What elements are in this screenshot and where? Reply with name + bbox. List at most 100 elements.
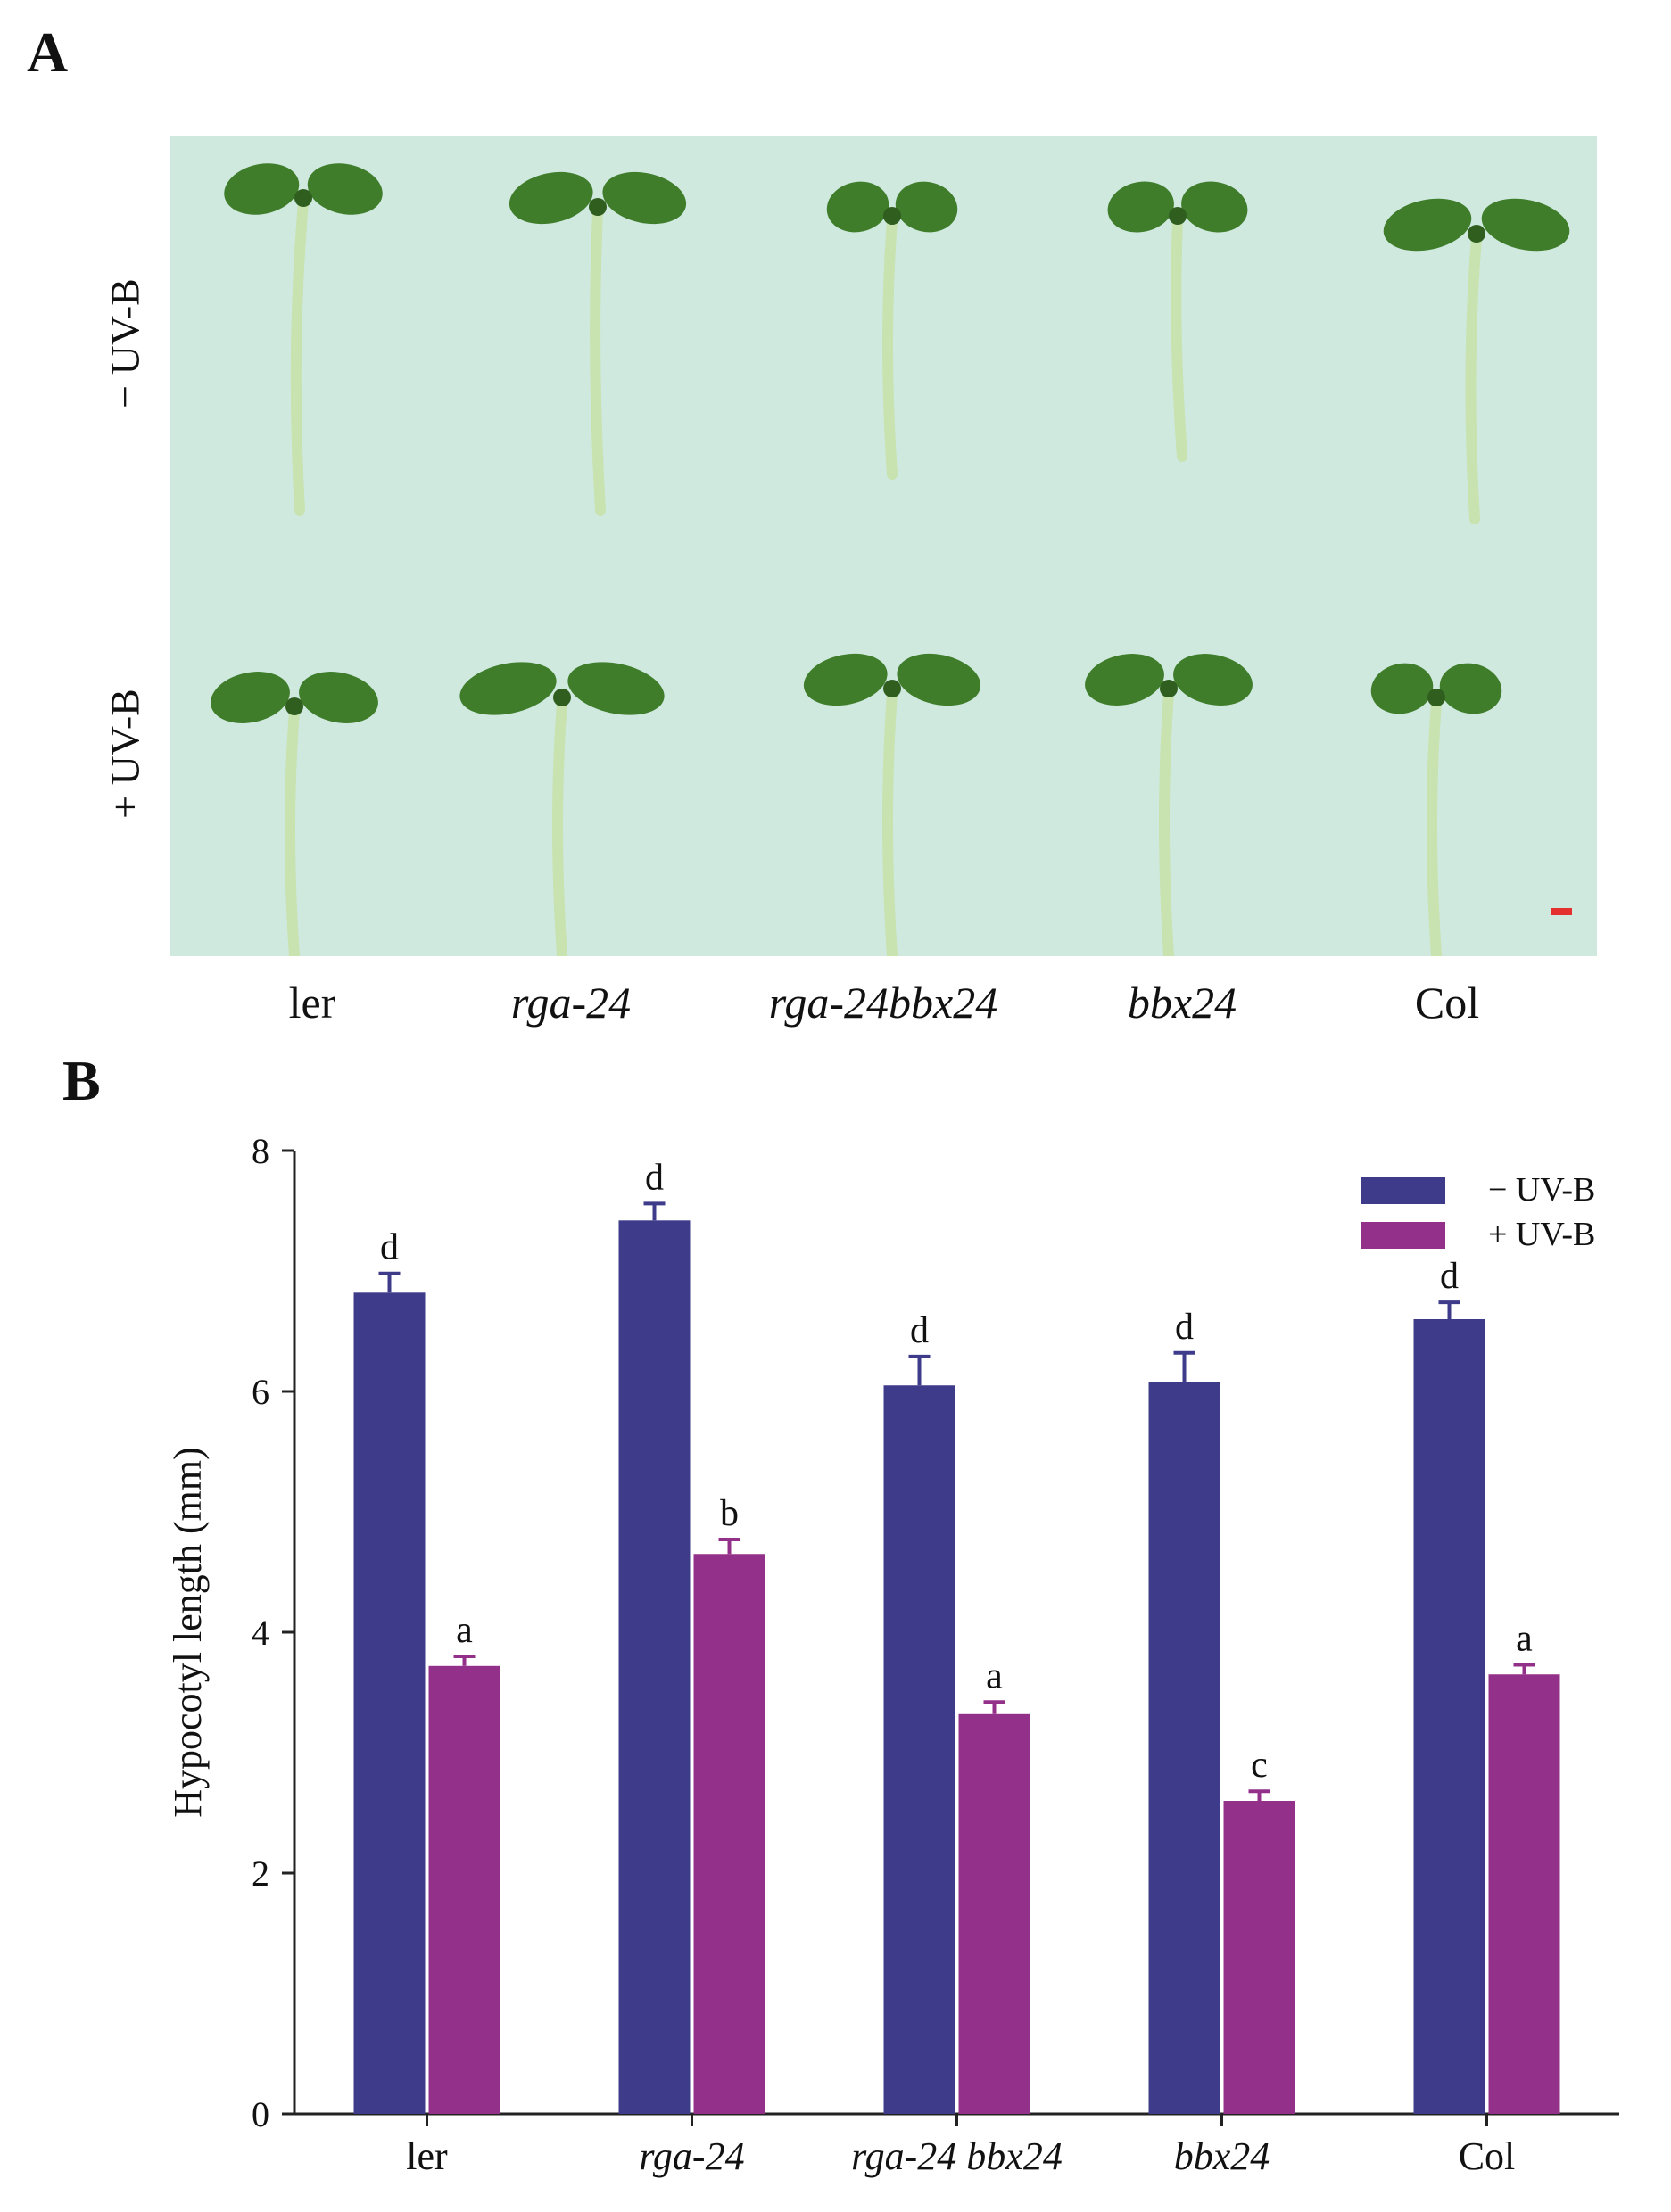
seedling-plus-2-photo xyxy=(455,546,740,956)
y-tick-label-0: 0 xyxy=(252,2094,269,2134)
seedling-minus-4-photo xyxy=(1026,136,1311,546)
x-category-label: rga-24 xyxy=(639,2134,744,2178)
seedling-plus-3-apex xyxy=(883,680,901,697)
seedling-minus-5-background xyxy=(1311,136,1597,546)
seedling-minus-1-photo xyxy=(170,136,455,546)
bar-plus-uvb xyxy=(1223,1801,1295,2114)
legend-swatch-minus-uvb xyxy=(1361,1177,1445,1204)
error-bar xyxy=(453,1655,476,1666)
seedling-plus-1-background xyxy=(170,546,455,956)
seedling-minus-5-apex xyxy=(1468,225,1485,243)
seedling-minus-5-cotyledon-left xyxy=(1383,198,1472,252)
row-label-plus-uvb: + UV-B xyxy=(102,689,148,819)
error-bar xyxy=(643,1201,666,1221)
error-bar xyxy=(1513,1663,1535,1675)
seedling-plus-2-cotyledon-right xyxy=(567,662,665,715)
seedling-minus-2-cotyledon-left xyxy=(509,171,593,225)
seedling-photo-grid xyxy=(170,136,1597,956)
seedling-plus-2-apex xyxy=(553,689,571,706)
x-category-label: ler xyxy=(406,2134,448,2178)
seedling-plus-1-cotyledon-left xyxy=(211,672,290,723)
bar-minus-uvb xyxy=(618,1220,691,2114)
seedling-plus-1-cotyledon-right xyxy=(299,672,378,723)
seedling-minus-5-photo xyxy=(1311,136,1597,546)
legend-swatch-plus-uvb xyxy=(1361,1222,1445,1249)
seedling-minus-4-cotyledon-right xyxy=(1181,181,1248,233)
seedling-minus-1-hypocotyl xyxy=(290,197,309,516)
seedling-plus-5-cotyledon-left xyxy=(1370,663,1434,714)
seedling-minus-2-cotyledon-right xyxy=(602,171,687,225)
bar-minus-uvb xyxy=(1148,1382,1220,2114)
bar-plus-uvb xyxy=(1488,1674,1560,2114)
bar-minus-uvb xyxy=(1413,1319,1485,2114)
scale-bar xyxy=(1551,908,1572,915)
significance-letter: b xyxy=(720,1493,739,1534)
seedling-minus-3-apex xyxy=(883,207,901,225)
genotype-label-rga24bbx24: rga-24bbx24 xyxy=(768,978,998,1028)
significance-letter: d xyxy=(645,1157,664,1198)
genotype-label-ler: ler xyxy=(288,978,336,1028)
genotype-label-bbx24: bbx24 xyxy=(1127,978,1237,1028)
seedling-plus-5-cotyledon-right xyxy=(1439,663,1502,714)
seedling-minus-1-cotyledon-right xyxy=(307,163,383,215)
seedling-plus-3-photo xyxy=(740,546,1026,956)
seedling-minus-2-apex xyxy=(589,198,607,216)
seedling-plus-4-cotyledon-left xyxy=(1085,654,1164,706)
seedling-minus-1-background xyxy=(170,136,455,546)
error-bar xyxy=(1173,1350,1195,1382)
seedling-plus-2-cotyledon-left xyxy=(459,662,557,715)
seedling-minus-3-photo xyxy=(740,136,1026,546)
seedling-plus-4-apex xyxy=(1160,680,1178,697)
seedling-plus-3-hypocotyl xyxy=(882,688,898,956)
seedling-minus-1-apex xyxy=(294,189,312,207)
seedling-plus-2-background xyxy=(455,546,740,956)
genotype-label-col: Col xyxy=(1414,978,1480,1028)
seedling-minus-5-cotyledon-right xyxy=(1481,198,1570,252)
seedling-plus-4-photo xyxy=(1026,546,1311,956)
hypocotyl-bar-chart: 0 2 4 6 8 Hypocotyl length (mm) ler d a rga-24 d b r… xyxy=(166,1131,1619,2178)
significance-letter: a xyxy=(456,1610,473,1651)
seedling-plus-3-cotyledon-right xyxy=(897,653,981,706)
legend-label-plus-uvb: + UV-B xyxy=(1488,1216,1595,1253)
y-tick-label-2: 2 xyxy=(252,1853,269,1894)
y-tick-label-8: 8 xyxy=(252,1131,269,1171)
seedling-plus-1-hypocotyl xyxy=(285,706,300,956)
significance-letter: d xyxy=(1175,1307,1194,1348)
row-label-minus-uvb: − UV-B xyxy=(102,278,148,409)
seedling-minus-4-cotyledon-left xyxy=(1107,181,1174,233)
seedling-plus-1-apex xyxy=(285,697,303,715)
seedling-plus-5-background xyxy=(1311,546,1597,956)
significance-letter: d xyxy=(910,1310,929,1351)
y-tick-label-4: 4 xyxy=(252,1613,269,1653)
seedling-plus-5-apex xyxy=(1427,689,1445,706)
significance-letter: a xyxy=(986,1655,1003,1696)
y-tick-label-6: 6 xyxy=(252,1372,269,1412)
legend-label-minus-uvb: − UV-B xyxy=(1488,1171,1595,1209)
seedling-plus-5-photo xyxy=(1311,546,1597,956)
seedling-minus-2-hypocotyl xyxy=(590,206,606,516)
seedling-plus-4-hypocotyl xyxy=(1159,688,1174,956)
error-bar xyxy=(1438,1300,1460,1319)
seedling-minus-4-hypocotyl xyxy=(1171,215,1187,462)
significance-letter: d xyxy=(1440,1256,1459,1297)
bar-plus-uvb xyxy=(693,1554,765,2114)
bar-plus-uvb xyxy=(428,1665,500,2114)
error-bar xyxy=(1248,1789,1270,1801)
seedling-plus-3-background xyxy=(740,546,1026,956)
seedling-plus-4-cotyledon-right xyxy=(1173,654,1253,706)
panel-b-label: B xyxy=(62,1049,101,1112)
significance-letter: c xyxy=(1251,1745,1268,1786)
error-bar xyxy=(983,1700,1005,1714)
seedling-plus-1-photo xyxy=(170,546,455,956)
x-category-label: Col xyxy=(1459,2134,1516,2178)
seedling-plus-2-hypocotyl xyxy=(552,697,567,956)
significance-letter: a xyxy=(1516,1618,1533,1659)
x-category-label: rga-24 bbx24 xyxy=(851,2134,1063,2178)
bar-plus-uvb xyxy=(958,1713,1030,2114)
x-category-label: bbx24 xyxy=(1174,2134,1270,2178)
error-bar xyxy=(718,1538,740,1555)
seedling-minus-3-hypocotyl xyxy=(882,215,898,480)
bar-minus-uvb xyxy=(883,1385,955,2114)
error-bar xyxy=(378,1271,401,1293)
seedling-plus-3-cotyledon-left xyxy=(803,653,888,706)
